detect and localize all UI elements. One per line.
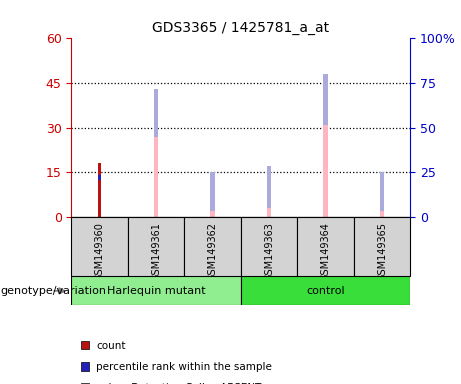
Text: percentile rank within the sample: percentile rank within the sample bbox=[96, 362, 272, 372]
Text: GSM149361: GSM149361 bbox=[151, 222, 161, 281]
Text: Harlequin mutant: Harlequin mutant bbox=[107, 286, 206, 296]
Bar bbox=[241, 217, 297, 276]
Bar bbox=[323, 74, 328, 217]
Bar bbox=[71, 217, 128, 276]
Text: control: control bbox=[306, 286, 345, 296]
Text: genotype/variation: genotype/variation bbox=[0, 286, 106, 296]
Bar bbox=[154, 89, 159, 137]
Bar bbox=[184, 217, 241, 276]
Text: count: count bbox=[96, 341, 125, 351]
Bar bbox=[323, 74, 328, 125]
Bar bbox=[297, 217, 354, 276]
Bar bbox=[380, 172, 384, 217]
Text: GSM149363: GSM149363 bbox=[264, 222, 274, 281]
Bar bbox=[354, 217, 410, 276]
Bar bbox=[267, 166, 272, 208]
Bar bbox=[267, 166, 272, 217]
Bar bbox=[241, 276, 410, 305]
Text: GSM149360: GSM149360 bbox=[95, 222, 105, 281]
Title: GDS3365 / 1425781_a_at: GDS3365 / 1425781_a_at bbox=[152, 21, 330, 35]
Text: GSM149362: GSM149362 bbox=[207, 222, 218, 281]
Bar bbox=[210, 172, 215, 211]
Text: GSM149364: GSM149364 bbox=[320, 222, 331, 281]
Bar bbox=[380, 172, 384, 211]
Bar bbox=[210, 172, 215, 217]
Bar bbox=[98, 175, 101, 180]
Text: value, Detection Call = ABSENT: value, Detection Call = ABSENT bbox=[96, 383, 261, 384]
Bar bbox=[128, 217, 184, 276]
Bar bbox=[71, 276, 241, 305]
Bar bbox=[98, 164, 101, 217]
Bar bbox=[154, 89, 159, 217]
Text: GSM149365: GSM149365 bbox=[377, 222, 387, 281]
